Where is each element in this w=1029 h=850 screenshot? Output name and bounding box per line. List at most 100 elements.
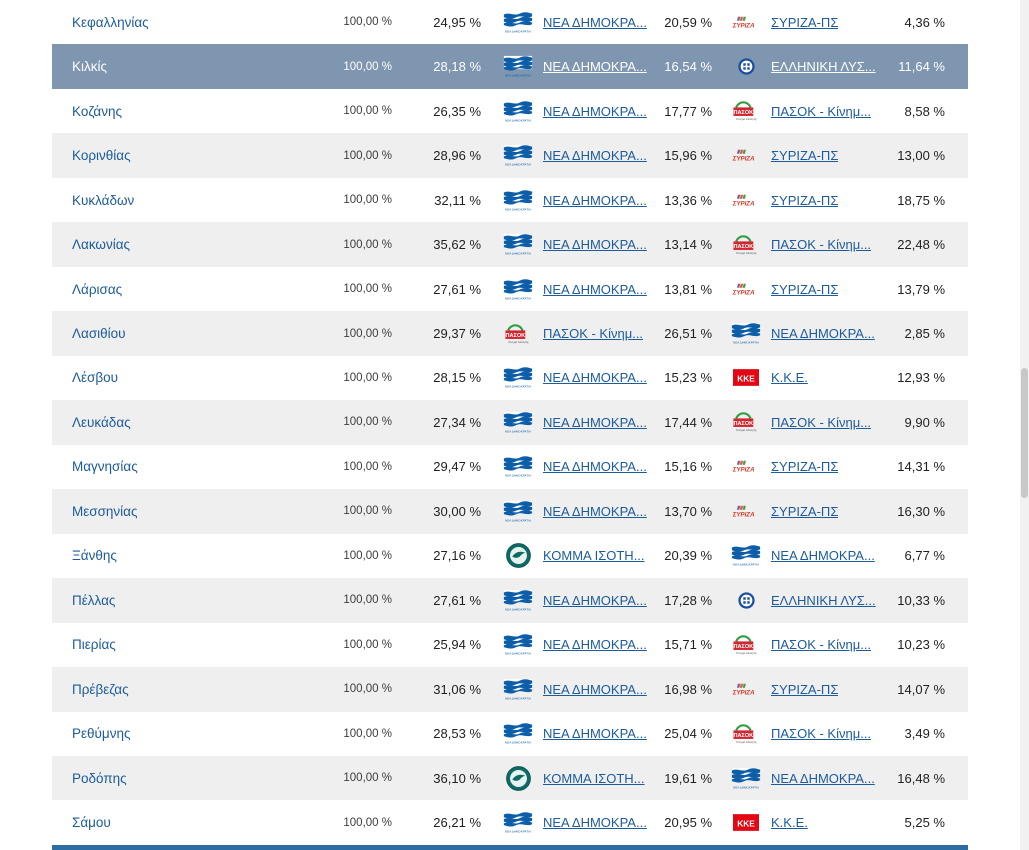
result-row[interactable]: Κιλκίς 100,00 % 28,18 % ΝΕΑ ΔΗΜΟΚΡΑΤΙΑ ΝΕΑ Δ… (52, 44, 968, 89)
svg-text:Κίνημα Αλλαγής: Κίνημα Αλλαγής (736, 117, 757, 121)
first-party-link[interactable]: ΝΕΑ ΔΗΜΟΚΡΑ... (543, 370, 647, 386)
result-row[interactable]: Κυκλάδων 100,00 % 32,11 % ΝΕΑ ΔΗΜΟΚΡΑΤΙΑ ΝΕΑ… (52, 177, 968, 223)
second-party-link[interactable]: ΠΑΣΟΚ - Κίνημ... (771, 237, 872, 253)
region-link[interactable]: Λευκάδας (72, 414, 131, 430)
result-row[interactable]: Κορινθίας 100,00 % 28,96 % ΝΕΑ ΔΗΜΟΚΡΑΤΙΑ ΝΕ… (52, 133, 968, 178)
svg-text:Κίνημα Αλλαγής: Κίνημα Αλλαγής (736, 428, 757, 432)
margin-percent: 12,93 % (897, 370, 945, 386)
first-party-link[interactable]: ΝΕΑ ΔΗΜΟΚΡΑ... (543, 59, 647, 75)
region-link[interactable]: Κυκλάδων (72, 192, 135, 208)
second-party-percent: 15,71 % (664, 637, 712, 653)
margin-percent: 13,00 % (897, 148, 945, 164)
result-row[interactable]: Μεσσηνίας 100,00 % 30,00 % ΝΕΑ ΔΗΜΟΚΡΑΤΙΑ ΝΕ… (52, 489, 968, 534)
region-link[interactable]: Ρεθύμνης (72, 726, 131, 742)
first-party-percent: 27,61 % (433, 592, 481, 608)
second-party-link[interactable]: ΣΥΡΙΖΑ-ΠΣ (771, 148, 839, 164)
result-row[interactable]: Μαγνησίας 100,00 % 29,47 % ΝΕΑ ΔΗΜΟΚΡΑΤΙΑ ΝΕ… (52, 444, 968, 490)
region-link[interactable]: Μεσσηνίας (72, 503, 138, 519)
result-row[interactable]: Λασιθίου 100,00 % 29,37 % ΠΑΣΟΚ Κίνημα Αλλαγ… (52, 311, 968, 356)
result-row[interactable]: Πέλλας 100,00 % 27,61 % ΝΕΑ ΔΗΜΟΚΡΑΤΙΑ ΝΕΑ Δ… (52, 578, 968, 623)
region-link[interactable]: Ξάνθης (72, 548, 117, 564)
first-party-percent: 28,96 % (433, 148, 481, 164)
first-party-link[interactable]: ΝΕΑ ΔΗΜΟΚΡΑ... (543, 592, 647, 608)
first-party-link[interactable]: ΝΕΑ ΔΗΜΟΚΡΑ... (543, 459, 647, 475)
scrollbar[interactable] (1020, 0, 1029, 850)
first-party-link[interactable]: ΝΕΑ ΔΗΜΟΚΡΑ... (543, 726, 647, 742)
result-row[interactable]: Κοζάνης 100,00 % 26,35 % ΝΕΑ ΔΗΜΟΚΡΑΤΙΑ ΝΕΑ … (52, 88, 968, 134)
second-party-link[interactable]: ΠΑΣΟΚ - Κίνημ... (771, 637, 872, 653)
result-row[interactable]: Ξάνθης 100,00 % 27,16 % ΚΟΜΜΑ ΙΣΟΤΗ... 20,39… (52, 533, 968, 579)
first-party-link[interactable]: ΝΕΑ ΔΗΜΟΚΡΑ... (543, 281, 647, 297)
second-party-link[interactable]: ΣΥΡΙΖΑ-ΠΣ (771, 503, 839, 519)
result-row[interactable]: Ροδόπης 100,00 % 36,10 % ΚΟΜΜΑ ΙΣΟΤΗ... 19,6… (52, 755, 968, 801)
first-party-link[interactable]: ΝΕΑ ΔΗΜΟΚΡΑ... (543, 148, 647, 164)
region-link[interactable]: Πρέβεζας (72, 681, 129, 697)
pasok-logo-icon: ΠΑΣΟΚ Κίνημα Αλλαγής (503, 323, 533, 344)
second-party-link[interactable]: Κ.Κ.Ε. (771, 815, 808, 831)
result-row[interactable]: Λέσβου 100,00 % 28,15 % ΝΕΑ ΔΗΜΟΚΡΑΤΙΑ ΝΕΑ Δ… (52, 355, 968, 401)
result-row[interactable]: Λακωνίας 100,00 % 35,62 % ΝΕΑ ΔΗΜΟΚΡΑΤΙΑ ΝΕΑ… (52, 222, 968, 267)
first-party-percent: 28,15 % (433, 370, 481, 386)
second-party-link[interactable]: ΠΑΣΟΚ - Κίνημ... (771, 726, 872, 742)
second-party-link[interactable]: ΣΥΡΙΖΑ-ΠΣ (771, 681, 839, 697)
second-party-link[interactable]: ΝΕΑ ΔΗΜΟΚΡΑ... (771, 770, 875, 786)
second-party-link[interactable]: ΣΥΡΙΖΑ-ΠΣ (771, 192, 839, 208)
second-party-link[interactable]: Κ.Κ.Ε. (771, 370, 808, 386)
second-party-link[interactable]: ΣΥΡΙΖΑ-ΠΣ (771, 459, 839, 475)
first-party-link[interactable]: ΝΕΑ ΔΗΜΟΚΡΑ... (543, 681, 647, 697)
second-party-link[interactable]: ΣΥΡΙΖΑ-ΠΣ (771, 14, 839, 30)
second-party-cell: ΣΥΡΙΖΑ ΣΥΡΙΖΑ-ΠΣ (712, 15, 882, 30)
first-party-link[interactable]: ΝΕΑ ΔΗΜΟΚΡΑ... (543, 637, 647, 653)
second-party-link[interactable]: ΠΑΣΟΚ - Κίνημ... (771, 414, 872, 430)
first-party-link[interactable]: ΚΟΜΜΑ ΙΣΟΤΗ... (543, 770, 645, 786)
first-party-cell: ΝΕΑ ΔΗΜΟΚΡΑΤΙΑ ΝΕΑ ΔΗΜΟΚΡΑ... (481, 633, 657, 656)
first-party-link[interactable]: ΝΕΑ ΔΗΜΟΚΡΑ... (543, 192, 647, 208)
nd-logo-icon: ΝΕΑ ΔΗΜΟΚΡΑΤΙΑ (503, 678, 533, 701)
region-link[interactable]: Λακωνίας (72, 237, 131, 253)
result-row[interactable]: Σάμου 100,00 % 26,21 % ΝΕΑ ΔΗΜΟΚΡΑΤΙΑ ΝΕΑ ΔΗ… (52, 800, 968, 845)
counted-percent: 100,00 % (343, 416, 392, 429)
region-link[interactable]: Κοζάνης (72, 103, 122, 119)
result-row[interactable]: Πρέβεζας 100,00 % 31,06 % ΝΕΑ ΔΗΜΟΚΡΑΤΙΑ ΝΕΑ… (52, 667, 968, 712)
region-link[interactable]: Πέλλας (72, 592, 116, 608)
pasok-logo-icon: ΠΑΣΟΚ Κίνημα Αλλαγής (731, 234, 761, 255)
svg-text:ΝΕΑ ΔΗΜΟΚΡΑΤΙΑ: ΝΕΑ ΔΗΜΟΚΡΑΤΙΑ (505, 252, 531, 256)
second-party-link[interactable]: ΕΛΛΗΝΙΚΗ ΛΥΣ... (771, 592, 876, 608)
second-party-link[interactable]: ΝΕΑ ΔΗΜΟΚΡΑ... (771, 326, 875, 342)
region-link[interactable]: Κεφαλληνίας (72, 14, 149, 30)
region-link[interactable]: Μαγνησίας (72, 459, 138, 475)
second-party-link[interactable]: ΣΥΡΙΖΑ-ΠΣ (771, 281, 839, 297)
first-party-link[interactable]: ΝΕΑ ΔΗΜΟΚΡΑ... (543, 237, 647, 253)
scrollbar-thumb[interactable] (1021, 368, 1028, 498)
second-party-percent: 17,77 % (664, 103, 712, 119)
region-link[interactable]: Κιλκίς (72, 59, 108, 75)
second-party-cell: ΠΑΣΟΚ Κίνημα Αλλαγής ΠΑΣΟΚ - Κίνημ... (712, 412, 882, 432)
result-row[interactable]: Κεφαλληνίας 100,00 % 24,95 % ΝΕΑ ΔΗΜΟΚΡΑΤΙΑ… (52, 0, 968, 45)
first-party-link[interactable]: ΚΟΜΜΑ ΙΣΟΤΗ... (543, 548, 645, 564)
svg-text:ΝΕΑ ΔΗΜΟΚΡΑΤΙΑ: ΝΕΑ ΔΗΜΟΚΡΑΤΙΑ (505, 74, 531, 78)
first-party-link[interactable]: ΝΕΑ ΔΗΜΟΚΡΑ... (543, 503, 647, 519)
second-party-link[interactable]: ΠΑΣΟΚ - Κίνημ... (771, 103, 872, 119)
region-link[interactable]: Κορινθίας (72, 148, 131, 164)
first-party-link[interactable]: ΝΕΑ ΔΗΜΟΚΡΑ... (543, 14, 647, 30)
second-party-link[interactable]: ΕΛΛΗΝΙΚΗ ΛΥΣ... (771, 59, 876, 75)
result-row[interactable]: Ρεθύμνης 100,00 % 28,53 % ΝΕΑ ΔΗΜΟΚΡΑΤΙΑ ΝΕΑ… (52, 711, 968, 756)
syriza-logo-icon: ΣΥΡΙΖΑ (731, 149, 761, 162)
result-row[interactable]: Πιερίας 100,00 % 25,94 % ΝΕΑ ΔΗΜΟΚΡΑΤΙΑ ΝΕΑ … (52, 622, 968, 668)
region-link[interactable]: Πιερίας (72, 637, 116, 653)
first-party-link[interactable]: ΝΕΑ ΔΗΜΟΚΡΑ... (543, 414, 647, 430)
region-link[interactable]: Λασιθίου (72, 326, 126, 342)
first-party-link[interactable]: ΠΑΣΟΚ - Κίνημ... (543, 326, 644, 342)
syriza-logo-icon: ΣΥΡΙΖΑ (731, 194, 761, 207)
result-row[interactable]: Λάρισας 100,00 % 27,61 % ΝΕΑ ΔΗΜΟΚΡΑΤΙΑ ΝΕΑ … (52, 266, 968, 312)
margin-percent: 16,48 % (897, 770, 945, 786)
region-link[interactable]: Λάρισας (72, 281, 123, 297)
first-party-link[interactable]: ΝΕΑ ΔΗΜΟΚΡΑ... (543, 103, 647, 119)
result-row[interactable]: Λευκάδας 100,00 % 27,34 % ΝΕΑ ΔΗΜΟΚΡΑΤΙΑ ΝΕΑ… (52, 400, 968, 445)
first-party-link[interactable]: ΝΕΑ ΔΗΜΟΚΡΑ... (543, 815, 647, 831)
pasok-logo-icon: ΠΑΣΟΚ Κίνημα Αλλαγής (731, 724, 761, 744)
region-link[interactable]: Σάμου (72, 815, 111, 831)
second-party-link[interactable]: ΝΕΑ ΔΗΜΟΚΡΑ... (771, 548, 875, 564)
region-link[interactable]: Ροδόπης (72, 770, 127, 786)
region-link[interactable]: Λέσβου (72, 370, 119, 386)
